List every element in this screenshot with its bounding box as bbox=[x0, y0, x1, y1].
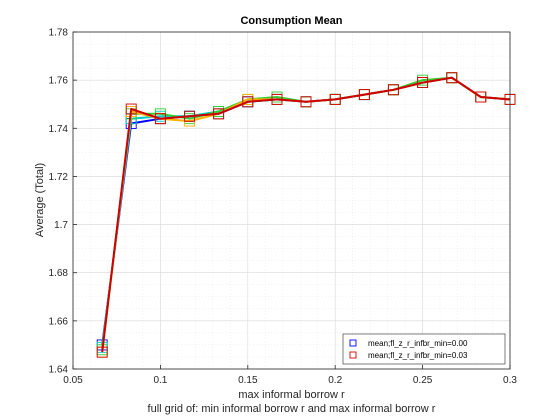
plot-area bbox=[73, 32, 510, 369]
series-layer bbox=[96, 72, 516, 358]
legend-entry: mean;fl_z_r_infbr_min=0.03 bbox=[368, 351, 468, 360]
legend-entry: mean;fl_z_r_infbr_min=0.00 bbox=[368, 339, 468, 348]
y-tick-label: 1.74 bbox=[49, 124, 69, 135]
plot-frame bbox=[72, 31, 511, 370]
data-point bbox=[242, 96, 254, 108]
x-tick-label: 0.3 bbox=[503, 375, 517, 386]
series-line bbox=[101, 76, 511, 353]
y-axis-label: Average (Total) bbox=[34, 163, 46, 237]
legend-box bbox=[342, 333, 506, 365]
x-axis-label: max informal borrow r bbox=[238, 389, 345, 401]
x-tick-label: 0.05 bbox=[63, 375, 83, 386]
data-point bbox=[271, 93, 283, 105]
data-point bbox=[358, 89, 370, 101]
data-point bbox=[387, 84, 399, 96]
legend-marker bbox=[349, 351, 357, 359]
data-point bbox=[475, 91, 487, 103]
y-tick-label: 1.66 bbox=[49, 316, 69, 327]
legend: mean;fl_z_r_infbr_min=0.00 mean;fl_z_r_in… bbox=[342, 333, 506, 365]
series-5 bbox=[96, 72, 516, 358]
y-tick-label: 1.68 bbox=[49, 268, 69, 279]
y-tick-label: 1.72 bbox=[49, 172, 69, 183]
y-tick-label: 1.78 bbox=[49, 28, 69, 39]
ticks: 0.05 0.1 0.15 0.2 0.25 0.3 1.64 1.66 1.68 1.7 1.72… bbox=[49, 28, 518, 387]
data-point bbox=[446, 72, 458, 84]
x-tick-label: 0.2 bbox=[328, 375, 342, 386]
y-tick-label: 1.64 bbox=[49, 365, 69, 376]
y-tick-label: 1.7 bbox=[54, 220, 68, 231]
legend-marker bbox=[349, 339, 357, 347]
y-tick-label: 1.76 bbox=[49, 76, 69, 87]
x-tick-label: 0.1 bbox=[153, 375, 167, 386]
chart-title: Consumption Mean bbox=[240, 15, 342, 27]
data-point bbox=[125, 103, 137, 115]
x-tick-label: 0.25 bbox=[413, 375, 433, 386]
x-axis-footnote: full grid of: min informal borrow r and … bbox=[148, 403, 436, 415]
data-point bbox=[329, 93, 341, 105]
data-point bbox=[213, 108, 225, 120]
data-point bbox=[184, 110, 196, 122]
data-point bbox=[154, 113, 166, 125]
data-point bbox=[300, 96, 312, 108]
data-point bbox=[417, 77, 429, 89]
x-tick-label: 0.15 bbox=[238, 375, 258, 386]
data-point bbox=[96, 346, 108, 358]
